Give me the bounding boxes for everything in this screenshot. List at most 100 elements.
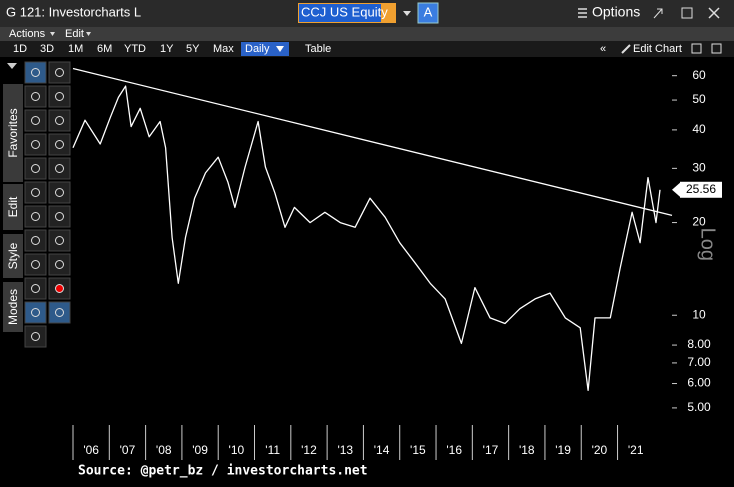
last-value-box bbox=[680, 181, 722, 198]
y-tick-label: 8.00 bbox=[687, 337, 711, 351]
side-tab[interactable] bbox=[3, 282, 23, 332]
x-tick-label: '08 bbox=[156, 443, 172, 457]
chart: 5.00 6.00 7.00 8.00 10 20 30 40 50 60 '06 '07 '08 '09… bbox=[0, 57, 734, 487]
range-button[interactable]: 5Y bbox=[186, 43, 200, 55]
side-tab[interactable] bbox=[3, 234, 23, 278]
x-tick-label: '21 bbox=[628, 443, 644, 457]
tool-icon bbox=[31, 332, 40, 341]
y-axis-label: Log bbox=[697, 228, 719, 261]
tool-button[interactable] bbox=[24, 253, 47, 276]
x-tick-label: '12 bbox=[301, 443, 317, 457]
toolbar-toggle[interactable] bbox=[7, 63, 17, 69]
source: Source: @petr_bz / investorcharts.net bbox=[78, 464, 368, 479]
ticker-dropdown[interactable] bbox=[403, 11, 411, 16]
tool-button[interactable] bbox=[24, 301, 47, 324]
tool-button[interactable] bbox=[24, 229, 47, 252]
tool-button[interactable] bbox=[24, 109, 47, 132]
popout-icon[interactable] bbox=[653, 8, 663, 19]
tool-button[interactable] bbox=[48, 133, 71, 156]
frequency-arrow bbox=[276, 46, 284, 52]
tool-button[interactable] bbox=[24, 133, 47, 156]
menu-arrow bbox=[86, 32, 91, 36]
tool-icon bbox=[55, 212, 64, 221]
range-buttons: 1D 3D 1M 6M YTD 1Y 5Y Max bbox=[13, 43, 234, 55]
tool-button[interactable] bbox=[24, 61, 47, 84]
menu-bar bbox=[0, 27, 734, 41]
options[interactable]: Options bbox=[592, 4, 640, 20]
collapse-icon[interactable]: « bbox=[600, 43, 606, 55]
pencil-icon bbox=[621, 44, 631, 54]
tool-button[interactable] bbox=[48, 109, 71, 132]
y-tick-label: 30 bbox=[692, 161, 706, 175]
edit-chart[interactable]: Edit Chart bbox=[633, 43, 682, 55]
y-tick-label: 60 bbox=[692, 68, 706, 82]
tool-button[interactable] bbox=[24, 85, 47, 108]
x-tick-label: '07 bbox=[120, 443, 136, 457]
tool-icon bbox=[55, 260, 64, 269]
last-value: 25.56 bbox=[686, 182, 716, 196]
side-tab-label[interactable]: Favorites bbox=[6, 108, 20, 157]
ticker-highlight bbox=[299, 4, 381, 22]
side-tab-label[interactable]: Edit bbox=[6, 196, 20, 217]
tool-button[interactable] bbox=[24, 205, 47, 228]
menu-edit[interactable]: Edit bbox=[65, 28, 84, 40]
x-tick-label: '20 bbox=[592, 443, 608, 457]
tool-icon bbox=[55, 116, 64, 125]
ticker[interactable]: CCJ US Equity bbox=[301, 4, 388, 19]
y-tick-label: 7.00 bbox=[687, 355, 711, 369]
y-tick-label: 50 bbox=[692, 92, 706, 106]
tool-icon bbox=[55, 164, 64, 173]
side-tab[interactable] bbox=[3, 184, 23, 230]
range-button[interactable]: 3D bbox=[40, 43, 54, 55]
range-button[interactable]: Max bbox=[213, 43, 234, 55]
x-tick-label: '09 bbox=[192, 443, 208, 457]
tool-icon bbox=[55, 140, 64, 149]
range-button[interactable]: 1M bbox=[68, 43, 83, 55]
x-tick-label: '16 bbox=[446, 443, 462, 457]
maximize-icon[interactable] bbox=[681, 7, 693, 19]
tool-button[interactable] bbox=[24, 325, 47, 348]
tool-icon bbox=[31, 236, 40, 245]
options-icon bbox=[578, 8, 587, 18]
side-tab-label[interactable]: Style bbox=[6, 242, 20, 269]
tool-button[interactable] bbox=[48, 85, 71, 108]
close-icon[interactable] bbox=[708, 7, 720, 19]
y-tick-label: 6.00 bbox=[687, 376, 711, 390]
tool-icon bbox=[31, 140, 40, 149]
y-tick-label: 10 bbox=[692, 307, 706, 321]
range-button[interactable]: 6M bbox=[97, 43, 112, 55]
menu-actions[interactable]: Actions bbox=[9, 28, 46, 40]
settings-icon[interactable] bbox=[691, 43, 702, 54]
tool-icon bbox=[55, 284, 64, 293]
tool-button[interactable] bbox=[24, 157, 47, 180]
tool-button[interactable] bbox=[48, 229, 71, 252]
side-tab[interactable] bbox=[3, 84, 23, 182]
tool-button[interactable] bbox=[48, 61, 71, 84]
tool-icon bbox=[31, 188, 40, 197]
tool-icon bbox=[55, 236, 64, 245]
tool-button[interactable] bbox=[48, 253, 71, 276]
y-tick-label: 40 bbox=[692, 122, 706, 136]
tool-icon bbox=[31, 164, 40, 173]
range-button[interactable]: 1D bbox=[13, 43, 27, 55]
frequency-bg[interactable] bbox=[241, 42, 289, 56]
side-tab-label[interactable]: Modes bbox=[6, 289, 20, 325]
tool-icon bbox=[31, 284, 40, 293]
tool-button[interactable] bbox=[24, 181, 47, 204]
tool-button[interactable] bbox=[48, 181, 71, 204]
ticker-button-bg[interactable] bbox=[417, 2, 439, 24]
last-value-pointer bbox=[672, 182, 680, 197]
tool-button[interactable] bbox=[48, 301, 71, 324]
range-button[interactable]: YTD bbox=[124, 43, 146, 55]
settings-icon[interactable] bbox=[711, 43, 722, 54]
tool-icon bbox=[55, 68, 64, 77]
tool-button[interactable] bbox=[24, 277, 47, 300]
range-button[interactable]: 1Y bbox=[160, 43, 174, 55]
tool-icon bbox=[31, 116, 40, 125]
tool-button[interactable] bbox=[48, 205, 71, 228]
view-table[interactable]: Table bbox=[305, 43, 331, 55]
tool-button[interactable] bbox=[48, 157, 71, 180]
ticker-button[interactable]: A bbox=[424, 4, 433, 19]
frequency[interactable]: Daily bbox=[245, 43, 270, 55]
